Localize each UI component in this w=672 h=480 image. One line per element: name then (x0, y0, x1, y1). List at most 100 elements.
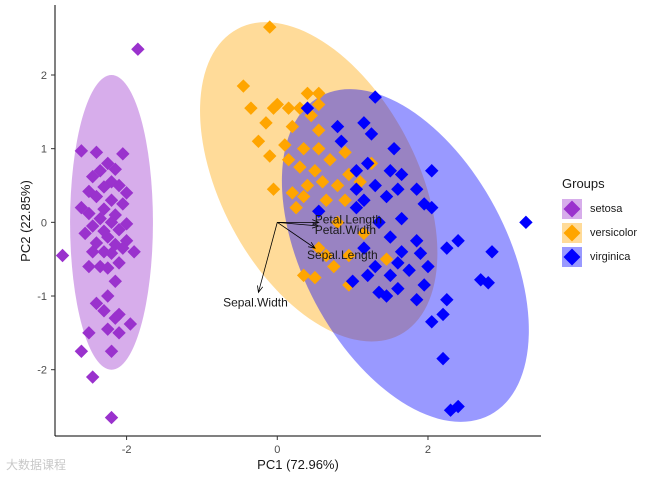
point-setosa (93, 211, 107, 226)
legend-label: setosa (590, 203, 623, 215)
point-versicolor (293, 160, 307, 174)
point-versicolor (327, 259, 341, 274)
point-virginica (440, 292, 454, 307)
diamond-marker-icon (563, 248, 581, 266)
point-setosa (116, 197, 130, 211)
point-versicolor (266, 182, 281, 196)
point-setosa (101, 289, 115, 303)
point-virginica (391, 256, 405, 270)
point-virginica (391, 281, 405, 296)
point-virginica (391, 182, 405, 196)
legend-key (562, 199, 582, 219)
y-tick-label: -1 (37, 291, 47, 303)
point-versicolor (312, 97, 326, 112)
point-setosa (104, 193, 119, 207)
point-virginica (409, 182, 424, 196)
point-versicolor (300, 86, 315, 101)
y-tick-label: 1 (41, 144, 47, 156)
point-virginica (368, 259, 382, 274)
legend-item-setosa: setosa (562, 197, 637, 221)
point-virginica (368, 178, 382, 193)
point-virginica (485, 245, 499, 259)
point-virginica (421, 259, 435, 274)
vector-sepal-length (277, 222, 316, 249)
point-versicolor (338, 193, 352, 207)
point-versicolor (259, 116, 273, 130)
point-setosa (123, 317, 138, 331)
point-versicolor (312, 123, 326, 137)
point-setosa (78, 226, 92, 241)
point-virginica (349, 164, 364, 178)
point-virginica (357, 241, 371, 255)
point-setosa (85, 245, 100, 259)
vector-label: Petal.Width (315, 223, 376, 237)
point-versicolor (281, 153, 296, 167)
x-axis-title: PC1 (72.96%) (257, 457, 339, 472)
point-versicolor (278, 138, 292, 152)
point-virginica (300, 101, 315, 115)
point-versicolor (300, 178, 315, 193)
point-virginica (409, 292, 424, 307)
point-setosa (82, 206, 96, 221)
point-setosa (97, 202, 111, 216)
point-virginica (312, 204, 326, 218)
point-virginica (394, 167, 409, 182)
point-versicolor (342, 248, 356, 263)
point-virginica (360, 156, 375, 171)
point-versicolor (289, 200, 303, 215)
point-virginica (379, 189, 394, 204)
point-virginica (349, 200, 364, 215)
point-versicolor (251, 134, 266, 149)
point-setosa (93, 164, 107, 178)
point-virginica (368, 90, 382, 104)
point-setosa (85, 370, 100, 384)
ellipse-virginica (281, 89, 529, 422)
point-virginica (383, 164, 398, 178)
point-setosa (82, 326, 96, 340)
point-versicolor (323, 153, 337, 167)
point-setosa (101, 230, 115, 244)
legend-item-versicolor: versicolor (562, 221, 637, 245)
legend-key (562, 223, 582, 243)
point-virginica (417, 278, 431, 292)
legend-key (562, 247, 582, 267)
point-setosa (101, 261, 115, 275)
point-versicolor (281, 101, 296, 115)
point-setosa (112, 178, 126, 193)
point-virginica (451, 399, 465, 414)
point-setosa (112, 223, 126, 237)
point-virginica (402, 263, 416, 277)
point-setosa (74, 144, 89, 158)
y-tick-label: -2 (37, 365, 47, 377)
point-virginica (436, 307, 450, 322)
point-versicolor (312, 241, 326, 255)
vector-arrowhead (311, 222, 320, 229)
point-versicolor (315, 175, 330, 189)
point-versicolor (285, 186, 300, 200)
point-setosa (97, 180, 111, 194)
point-virginica (360, 268, 375, 283)
point-setosa (108, 162, 122, 177)
point-setosa (97, 304, 111, 318)
point-virginica (379, 289, 394, 303)
point-virginica (394, 211, 409, 226)
legend-label: virginica (590, 251, 631, 263)
point-setosa (116, 241, 130, 255)
point-setosa (74, 344, 89, 358)
point-virginica (349, 182, 364, 196)
point-virginica (425, 200, 439, 215)
point-versicolor (330, 215, 345, 230)
vector-arrowhead (257, 285, 264, 294)
vector-label: Petal.Length (315, 212, 382, 226)
point-virginica (334, 134, 349, 149)
point-setosa (104, 410, 119, 425)
point-virginica (383, 268, 398, 283)
vector-sepal-width (258, 222, 278, 293)
point-versicolor (357, 226, 371, 241)
y-axis-title: PC2 (22.85%) (18, 180, 33, 262)
y-tick-label: 0 (41, 217, 47, 229)
point-setosa (104, 246, 119, 260)
point-setosa (116, 147, 130, 161)
point-versicolor (308, 164, 322, 178)
point-virginica (481, 276, 495, 290)
